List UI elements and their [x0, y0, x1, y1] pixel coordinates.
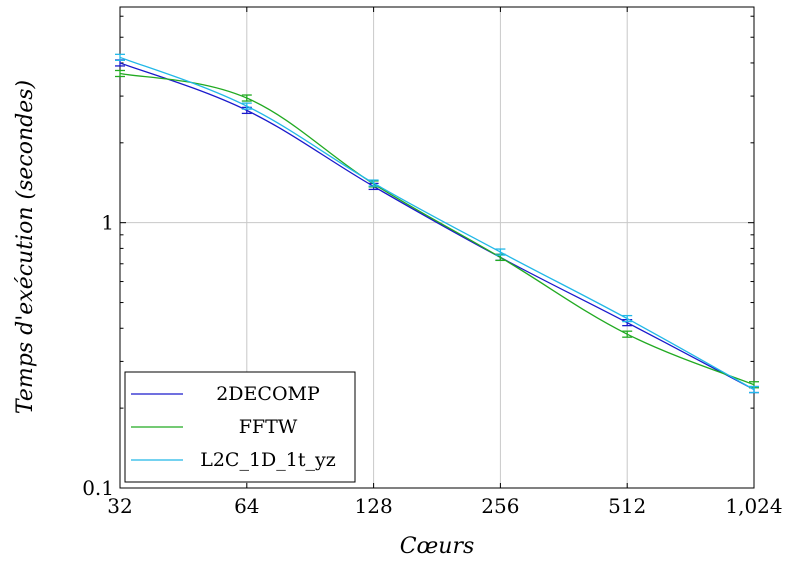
- tick-labels: 32 64 128 256 512 1,024 0.1 1: [82, 211, 782, 518]
- legend-label: L2C_1D_1t_yz: [200, 449, 336, 471]
- legend-label: 2DECOMP: [216, 383, 320, 405]
- legend: 2DECOMP FFTW L2C_1D_1t_yz: [124, 371, 356, 483]
- x-tick-label: 256: [481, 494, 519, 518]
- y-axis-title: Temps d'exécution (secondes): [13, 80, 38, 414]
- series-line-0: [119, 62, 755, 391]
- y-tick-label: 0.1: [82, 476, 114, 500]
- y-tick-label: 1: [101, 211, 114, 235]
- x-tick-label: 64: [234, 494, 259, 518]
- x-tick-label: 1,024: [725, 494, 782, 518]
- x-axis-title: Cœurs: [400, 534, 475, 559]
- series-line-1: [119, 72, 755, 386]
- x-tick-label: 128: [355, 494, 393, 518]
- series-lines: [115, 53, 759, 394]
- x-tick-label: 512: [608, 494, 646, 518]
- x-tick-label: 32: [107, 494, 132, 518]
- legend-label: FFTW: [239, 416, 298, 438]
- plot-frame: [119, 6, 755, 489]
- series-line-2: [119, 56, 755, 391]
- axis-ticks: [119, 7, 755, 489]
